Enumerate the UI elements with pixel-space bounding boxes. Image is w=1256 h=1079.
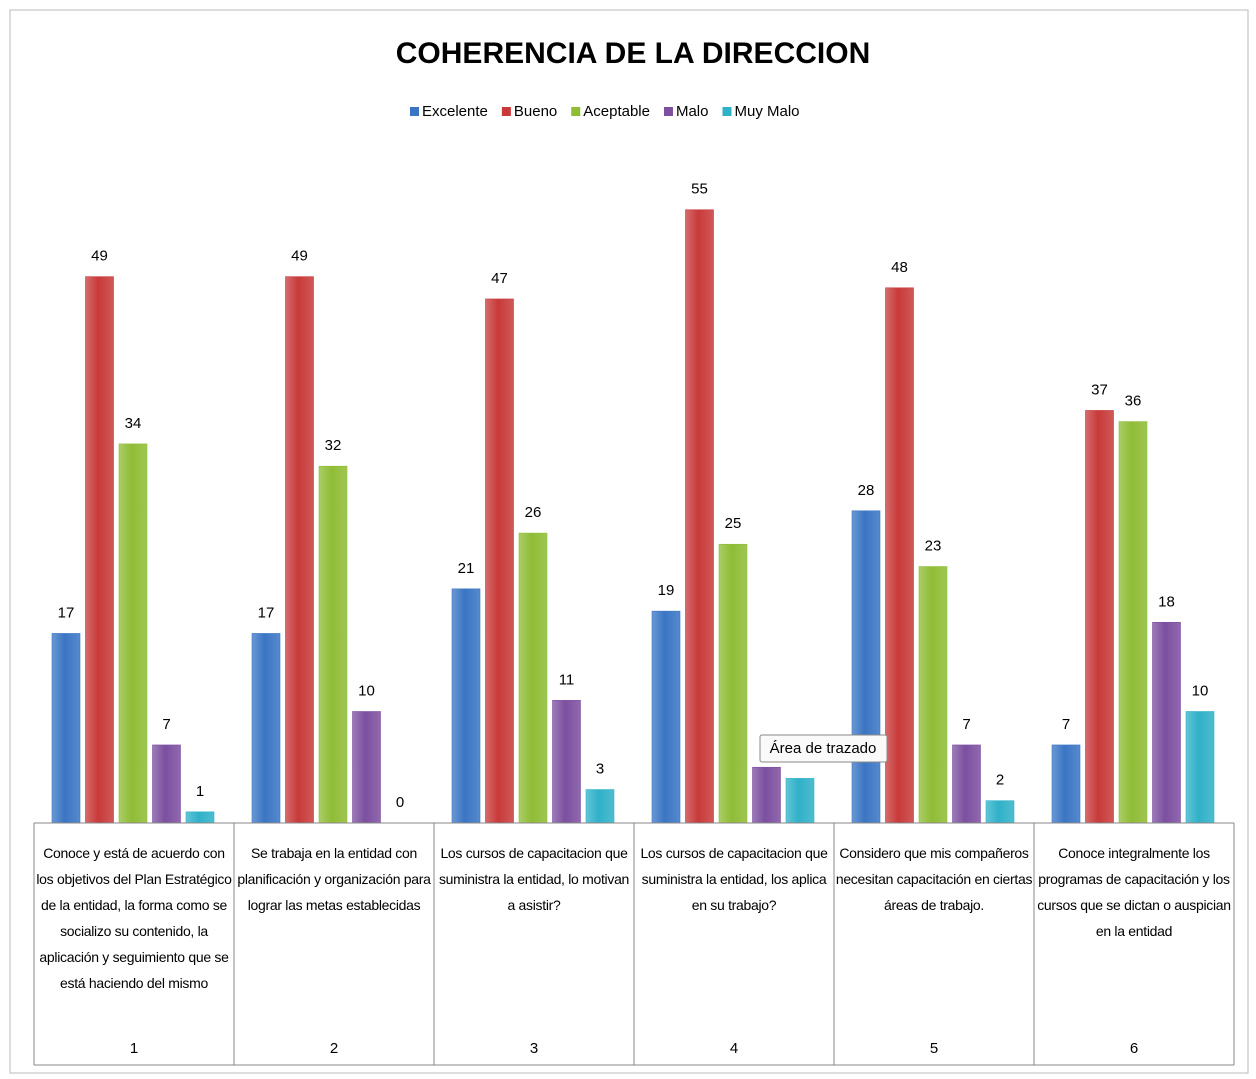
legend-swatch [501, 107, 511, 116]
category-number: 3 [529, 1040, 539, 1057]
data-label: 17 [258, 604, 275, 621]
bar [51, 633, 81, 824]
legend-label: Malo [676, 103, 709, 120]
bar [651, 610, 681, 824]
bar [985, 800, 1015, 824]
data-label: 25 [725, 515, 742, 532]
legend-label: Excelente [422, 103, 488, 120]
bar [85, 276, 114, 824]
category-label: Se trabaja en la entidad con planificaci… [237, 845, 431, 913]
data-label: 47 [491, 270, 508, 287]
bar [1118, 421, 1148, 824]
bar [118, 443, 148, 824]
category-number: 1 [129, 1040, 139, 1057]
category-label: Conoce integralmente los programas de ca… [1037, 845, 1231, 939]
bar [952, 744, 981, 824]
bar [451, 588, 481, 824]
data-label: 49 [91, 248, 108, 265]
category-label: Los cursos de capacitacion que suministr… [640, 845, 828, 913]
data-label: 28 [858, 482, 875, 499]
category-number: 6 [1129, 1040, 1139, 1057]
data-label: 37 [1091, 381, 1108, 398]
bar [152, 744, 181, 824]
data-label: 26 [525, 504, 542, 521]
bar [918, 566, 948, 824]
data-label: 55 [691, 181, 708, 198]
data-label: 21 [458, 560, 475, 577]
legend-swatch [410, 107, 419, 116]
data-label: 23 [925, 538, 942, 555]
legend-swatch [722, 107, 732, 116]
data-label: 48 [891, 259, 908, 276]
legend-swatch [663, 107, 673, 116]
tooltip-text: Área de trazado [770, 740, 877, 757]
bar [251, 633, 281, 824]
bar [752, 766, 781, 824]
data-label: 18 [1158, 593, 1175, 610]
bar [585, 789, 615, 824]
data-label: 7 [962, 716, 970, 733]
category-number: 5 [929, 1040, 939, 1057]
legend-label: Bueno [514, 103, 557, 120]
bar [718, 543, 748, 824]
data-label: 2 [996, 772, 1004, 789]
bar [1085, 410, 1114, 824]
data-label: 7 [1062, 716, 1070, 733]
bar [685, 209, 714, 824]
data-label: 32 [325, 437, 342, 454]
data-label: 0 [396, 794, 404, 811]
bar [318, 465, 348, 824]
bar [352, 711, 381, 824]
chart-title: COHERENCIA DE LA DIRECCION [396, 37, 870, 70]
data-label: 11 [559, 671, 575, 688]
data-label: 36 [1125, 393, 1142, 410]
data-label: 7 [162, 716, 170, 733]
category-number: 2 [329, 1040, 339, 1057]
bar [485, 298, 514, 824]
data-label: 3 [596, 761, 604, 778]
category-label: Conoce y está de acuerdo con los objetiv… [36, 845, 232, 991]
data-label: 49 [291, 248, 308, 265]
bar [785, 778, 815, 824]
category-number: 4 [729, 1040, 739, 1057]
bar [1051, 744, 1081, 824]
bar [518, 532, 548, 824]
legend-label: Aceptable [583, 103, 650, 120]
bar [885, 287, 914, 824]
legend-label: Muy Malo [734, 103, 799, 120]
data-label: 34 [125, 415, 142, 432]
category-label: Los cursos de capacitacion que suministr… [438, 845, 630, 913]
data-label: 10 [1192, 682, 1209, 699]
legend-swatch [571, 107, 581, 116]
bar [851, 510, 881, 824]
bar [1152, 621, 1181, 824]
bar [185, 811, 215, 824]
bar [1185, 711, 1215, 824]
bar [552, 700, 581, 824]
data-label: 17 [58, 604, 75, 621]
bar [285, 276, 314, 824]
data-label: 1 [196, 783, 204, 800]
data-label: 19 [658, 582, 675, 599]
chart-border [9, 9, 1249, 1074]
data-label: 10 [358, 682, 375, 699]
category-label: Considero que mis compañeros necesitan c… [835, 845, 1033, 913]
tooltip-box [759, 734, 888, 763]
